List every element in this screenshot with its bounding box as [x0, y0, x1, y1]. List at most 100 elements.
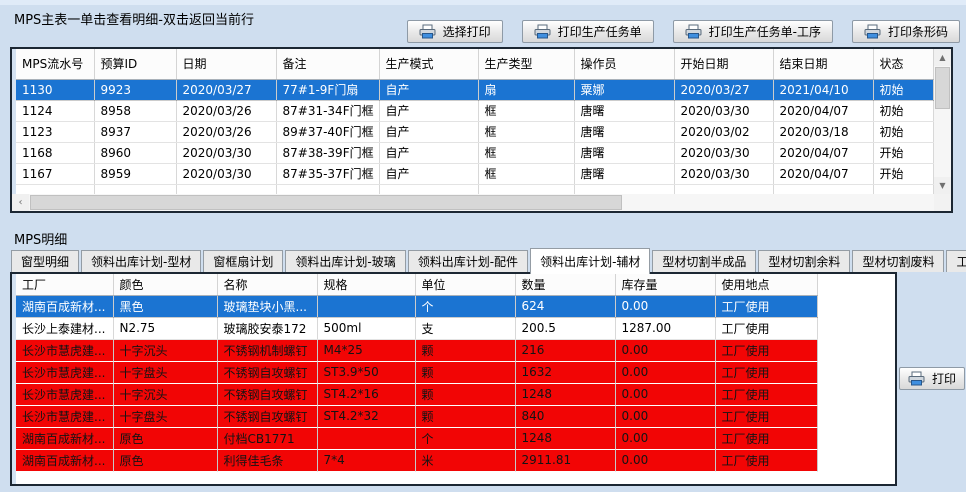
- cell-unit: 颗: [415, 405, 516, 428]
- cell-location: 工厂使用: [715, 361, 818, 384]
- tab-label: 领料出库计划-辅材: [540, 255, 641, 269]
- print-button[interactable]: 打印生产任务单-工序: [672, 20, 833, 43]
- printer-icon: [908, 371, 925, 386]
- detail-column-header[interactable]: 数量: [515, 274, 616, 296]
- detail-column-header[interactable]: 规格: [317, 274, 416, 296]
- tab-label: 领料出库计划-型材: [91, 255, 192, 269]
- cell-name: 不锈钢机制螺钉: [217, 339, 318, 362]
- main-column-header[interactable]: 日期: [176, 49, 277, 80]
- detail-table-row[interactable]: 湖南百成新材... 原色 利得佳毛条 7*4 米 2911.81 0.00 工厂…: [16, 449, 895, 472]
- cell-stock: 0.00: [615, 339, 716, 362]
- cell-location: 工厂使用: [715, 295, 818, 318]
- detail-table-row[interactable]: 湖南百成新材... 黑色 玻璃垫块小黑... 个 624 0.00 工厂使用: [16, 295, 895, 318]
- cell-filler: [817, 405, 895, 427]
- cell-unit: 颗: [415, 361, 516, 384]
- detail-tab[interactable]: 窗框扇计划: [203, 250, 284, 272]
- print-button[interactable]: 打印条形码: [851, 20, 960, 43]
- main-column-header[interactable]: 操作员: [574, 49, 675, 80]
- detail-print-button-label: 打印: [932, 372, 957, 386]
- main-column-header[interactable]: MPS流水号: [16, 49, 95, 80]
- cell-start-date: 2020/03/27: [674, 79, 774, 101]
- cell-type: 框: [478, 163, 575, 185]
- cell-budget-id: 8960: [94, 142, 177, 164]
- scroll-left-arrow[interactable]: ‹: [12, 194, 29, 211]
- main-column-header[interactable]: 结束日期: [773, 49, 874, 80]
- cell-name: 玻璃垫块小黑...: [217, 295, 318, 318]
- print-button[interactable]: 选择打印: [406, 20, 503, 43]
- cell-name: 不锈钢自攻螺钉: [217, 383, 318, 406]
- cell-color: 黑色: [113, 295, 218, 318]
- scroll-up-arrow[interactable]: ▲: [934, 49, 951, 66]
- detail-tab[interactable]: 型材切割半成品: [652, 250, 757, 272]
- cell-factory: 长沙市慧虎建...: [16, 339, 114, 362]
- printer-icon: [534, 24, 551, 39]
- tab-label: 型材切割半成品: [662, 255, 747, 269]
- detail-column-header[interactable]: 颜色: [113, 274, 218, 296]
- print-button[interactable]: 打印生产任务单: [521, 20, 654, 43]
- cell-spec: [317, 427, 416, 450]
- main-column-header[interactable]: 生产类型: [478, 49, 575, 80]
- print-button-label: 打印生产任务单: [557, 25, 642, 39]
- detail-table-row[interactable]: 长沙市慧虎建... 十字沉头 不锈钢机制螺钉 M4*25 颗 216 0.00 …: [16, 339, 895, 362]
- detail-tab[interactable]: 领料出库计划-辅材: [530, 248, 651, 274]
- scroll-down-arrow[interactable]: ▼: [934, 177, 951, 194]
- cell-end-date: 2021/04/10: [773, 79, 874, 101]
- cell-end-date: 2020/04/07: [773, 100, 874, 122]
- detail-table-row[interactable]: 长沙市慧虎建... 十字盘头 不锈钢自攻螺钉 ST4.2*32 颗 840 0.…: [16, 405, 895, 428]
- main-table-row[interactable]: 1123 8937 2020/03/26 89#37-40F门框 自产 框 唐曙…: [16, 121, 934, 143]
- detail-print-button[interactable]: 打印: [899, 367, 966, 390]
- detail-tab[interactable]: 领料出库计划-型材: [81, 250, 202, 272]
- detail-column-header[interactable]: 使用地点: [715, 274, 818, 296]
- detail-tab[interactable]: 型材切割废料: [852, 250, 945, 272]
- cell-qty: 624: [515, 295, 616, 318]
- cell-date: 2020/03/30: [176, 142, 277, 164]
- cell-qty: 2911.81: [515, 449, 616, 472]
- main-column-header[interactable]: 状态: [873, 49, 934, 80]
- tab-label: 型材切割废料: [862, 255, 935, 269]
- main-column-header[interactable]: 备注: [276, 49, 380, 80]
- horizontal-scroll-thumb[interactable]: [30, 195, 622, 210]
- cell-qty: 1248: [515, 427, 616, 450]
- detail-tab[interactable]: 型材切割余料: [758, 250, 851, 272]
- detail-table-row[interactable]: 湖南百成新材... 原色 付档CB1771 个 1248 0.00 工厂使用: [16, 427, 895, 450]
- cell-factory: 长沙上泰建材...: [16, 317, 114, 340]
- print-button-label: 选择打印: [442, 25, 491, 39]
- cell-mps-no: 1130: [16, 79, 95, 101]
- detail-column-header[interactable]: 名称: [217, 274, 318, 296]
- cell-color: 十字沉头: [113, 339, 218, 362]
- cell-unit: 颗: [415, 339, 516, 362]
- detail-column-header[interactable]: 库存量: [615, 274, 716, 296]
- printer-icon: [864, 24, 881, 39]
- main-table-row[interactable]: 1130 9923 2020/03/27 77#1-9F门扇 自产 扇 粟娜 2…: [16, 79, 934, 101]
- main-table: MPS流水号 预算ID 日期 备注 生产模式 生产类型 操作员 开始日期 结束日期 状态 1130…: [16, 49, 934, 205]
- detail-table-row[interactable]: 长沙市慧虎建... 十字沉头 不锈钢自攻螺钉 ST4.2*16 颗 1248 0…: [16, 383, 895, 406]
- detail-tab[interactable]: 领料出库计划-玻璃: [285, 250, 406, 272]
- detail-table-row[interactable]: 长沙市慧虎建... 十字盘头 不锈钢自攻螺钉 ST3.9*50 颗 1632 0…: [16, 361, 895, 384]
- main-column-header[interactable]: 开始日期: [674, 49, 774, 80]
- detail-tab[interactable]: 领料出库计划-配件: [407, 250, 529, 272]
- cell-type: 框: [478, 121, 575, 143]
- detail-tab[interactable]: 窗型明细: [11, 250, 80, 272]
- detail-tab-bar: 窗型明细 领料出库计划-型材 窗框扇计划 领料出库计划-玻璃 领料出库计划-配件…: [11, 246, 966, 274]
- cell-factory: 湖南百成新材...: [16, 295, 114, 318]
- main-column-header[interactable]: 预算ID: [94, 49, 177, 80]
- detail-tab[interactable]: 工序: [946, 250, 966, 272]
- detail-column-header[interactable]: 工厂: [16, 274, 114, 296]
- cell-spec: 7*4: [317, 449, 416, 472]
- main-table-row[interactable]: 1168 8960 2020/03/30 87#38-39F门框 自产 框 唐曙…: [16, 142, 934, 164]
- main-table-row[interactable]: 1167 8959 2020/03/30 87#35-37F门框 自产 框 唐曙…: [16, 163, 934, 185]
- main-table-row[interactable]: 1124 8958 2020/03/26 87#31-34F门框 自产 框 唐曙…: [16, 100, 934, 122]
- detail-column-header[interactable]: 单位: [415, 274, 516, 296]
- tab-label: 领料出库计划-玻璃: [295, 255, 396, 269]
- detail-table-header-row: 工厂 颜色 名称 规格 单位 数量 库存量 使用地点: [16, 274, 895, 296]
- main-column-header[interactable]: 生产模式: [379, 49, 479, 80]
- detail-table-row[interactable]: 长沙上泰建材... N2.75 玻璃胶安泰172 500ml 支 200.5 1…: [16, 317, 895, 340]
- cell-spec: ST4.2*32: [317, 405, 416, 428]
- tab-label: 工序: [956, 255, 966, 269]
- horizontal-scrollbar[interactable]: ‹ ›: [12, 194, 951, 211]
- cell-start-date: 2020/03/30: [674, 142, 774, 164]
- vertical-scroll-thumb[interactable]: [935, 67, 950, 109]
- vertical-scrollbar[interactable]: ▲ ▼: [934, 49, 951, 194]
- cell-spec: [317, 295, 416, 318]
